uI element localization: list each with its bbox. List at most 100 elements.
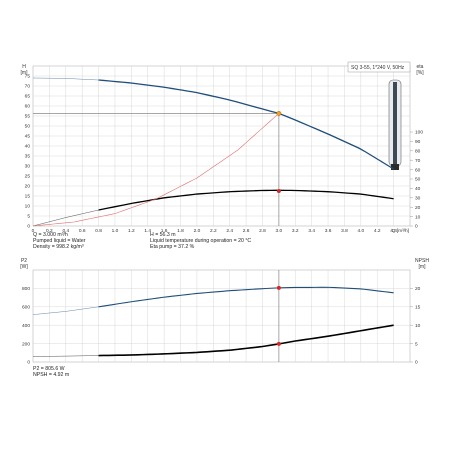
top-x-tick-label: 2.6 <box>243 228 250 234</box>
bottom-series-power <box>98 286 394 308</box>
top-x-tick-label: 2.8 <box>259 228 266 234</box>
top-y2-axis-unit: [%] <box>416 70 424 76</box>
bottom-y2-axis-unit: [m] <box>419 264 427 270</box>
top-x-tick-label: 2.4 <box>226 228 233 234</box>
bottom-y-axis-label: P2 <box>21 258 27 264</box>
chart-title: SQ 3-55, 1*240 V, 50Hz <box>351 65 405 71</box>
info-right-top: H = 56.3 m Liquid temperature during ope… <box>150 232 251 250</box>
top-x-tick-label: 3.8 <box>341 228 348 234</box>
top-y-tick-label: 35 <box>25 154 31 160</box>
top-y2-tick-label: 10 <box>415 214 421 220</box>
top-x-tick-label: 2.2 <box>210 228 217 234</box>
top-y-axis-label: H <box>22 64 26 70</box>
info-eta: Eta pump = 37.2 % <box>150 244 195 250</box>
info-temperature: Liquid temperature during operation = 20… <box>150 238 252 244</box>
operating-point-eta-marker <box>276 189 281 194</box>
top-series-system <box>32 113 280 227</box>
top-x-tick-label: 4.4 <box>390 228 397 234</box>
info-flow: Q = 3.000 m³/h <box>33 232 68 238</box>
operating-point-head-marker <box>276 111 282 116</box>
top-x-tick-label: 0.6 <box>79 228 86 234</box>
top-x-axis-label: Q [m³/h] <box>392 228 409 234</box>
info-power: P2 = 805.6 W <box>33 366 65 372</box>
bottom-series-npsh <box>98 324 394 357</box>
top-y2-tick-label: 70 <box>415 158 421 164</box>
top-series-efficiency-extrapolated <box>32 209 99 227</box>
info-head: H = 56.3 m <box>150 232 176 238</box>
title-box <box>347 61 411 73</box>
bottom-y2-tick-label: 10 <box>415 323 421 329</box>
bottom-series-npsh-extrapolated <box>32 355 99 357</box>
top-y-tick-label: 5 <box>27 214 30 220</box>
top-x-tick-label: 2.0 <box>194 228 201 234</box>
top-y-tick-label: 30 <box>25 164 31 170</box>
top-y2-tick-label: 100 <box>415 130 423 136</box>
top-y-tick-label: 75 <box>25 74 31 80</box>
top-y-tick-label: 70 <box>25 84 31 90</box>
top-y2-tick-label: 40 <box>415 186 421 192</box>
top-series-head-extrapolated <box>32 77 99 81</box>
bottom-y2-axis-label: NPSH <box>415 258 429 264</box>
top-y2-tick-label: 50 <box>415 177 421 183</box>
pump-shaft <box>393 82 397 164</box>
top-y-tick-label: 20 <box>25 184 31 190</box>
pump-base <box>391 164 399 170</box>
info-density: Density = 998.2 kg/m³ <box>33 244 84 250</box>
top-x-tick-label: 0.4 <box>62 228 69 234</box>
top-x-tick-label: 0.8 <box>95 228 102 234</box>
top-y2-tick-label: 0 <box>415 224 418 230</box>
top-x-tick-label: 1.6 <box>161 228 168 234</box>
bottom-y-tick-label: 600 <box>22 305 30 311</box>
top-x-tick-label: 0 <box>32 228 35 234</box>
top-y-tick-label: 40 <box>25 144 31 150</box>
bottom-y2-tick-label: 0 <box>415 360 418 366</box>
top-y-tick-label: 25 <box>25 174 31 180</box>
bottom-y-axis-unit: [W] <box>20 264 28 270</box>
top-y-tick-label: 45 <box>25 134 31 140</box>
bottom-y-tick-label: 0 <box>27 360 30 366</box>
top-x-tick-label: 3.2 <box>292 228 299 234</box>
top-y-tick-label: 10 <box>25 204 31 210</box>
top-x-tick-label: 1.0 <box>112 228 119 234</box>
bottom-y2-tick-label: 15 <box>415 305 421 311</box>
info-npsh: NPSH = 4.92 m <box>33 372 70 378</box>
info-bottom: P2 = 805.6 W NPSH = 4.92 m <box>33 366 69 378</box>
top-y-tick-label: 65 <box>25 94 31 100</box>
top-y2-axis-label: eta <box>417 64 424 70</box>
top-y-tick-label: 15 <box>25 194 31 200</box>
top-x-tick-label: 3.6 <box>325 228 332 234</box>
top-x-tick-label: 4.2 <box>374 228 381 234</box>
bottom-y-tick-label: 400 <box>22 323 30 329</box>
top-x-tick-label: 4.0 <box>357 228 364 234</box>
top-x-tick-label: 3.0 <box>276 228 283 234</box>
info-left-top: Q = 3.000 m³/h Pumped liquid = Water Den… <box>33 232 85 250</box>
bottom-y-tick-label: 800 <box>22 286 30 292</box>
top-x-tick-label: 3.4 <box>308 228 315 234</box>
bottom-y2-tick-label: 5 <box>415 341 418 347</box>
top-y-tick-label: 50 <box>25 124 31 130</box>
top-series-efficiency <box>98 189 394 211</box>
top-x-tick-label: 1.8 <box>177 228 184 234</box>
bottom-plot-frame <box>32 269 411 363</box>
bottom-series-power-extrapolated <box>32 306 99 315</box>
top-x-tick-label: 0.2 <box>46 228 53 234</box>
top-y2-tick-label: 20 <box>415 205 421 211</box>
info-liquid: Pumped liquid = Water <box>33 238 86 244</box>
top-y-axis-unit: [m] <box>21 70 29 76</box>
top-y-tick-label: 0 <box>27 224 30 230</box>
top-y2-tick-label: 80 <box>415 149 421 155</box>
top-x-tick-label: 1.4 <box>144 228 151 234</box>
operating-point-npsh-marker <box>276 341 281 346</box>
top-y-tick-label: 60 <box>25 104 31 110</box>
top-series-head <box>98 79 394 170</box>
top-y2-tick-label: 90 <box>415 139 421 145</box>
top-y2-tick-label: 60 <box>415 167 421 173</box>
operating-point-power-marker <box>276 285 281 290</box>
top-x-tick-label: 1.2 <box>128 228 135 234</box>
top-y-tick-label: 55 <box>25 114 31 120</box>
top-y2-tick-label: 30 <box>415 196 421 202</box>
bottom-y-tick-label: 200 <box>22 341 30 347</box>
bottom-y2-tick-label: 20 <box>415 286 421 292</box>
